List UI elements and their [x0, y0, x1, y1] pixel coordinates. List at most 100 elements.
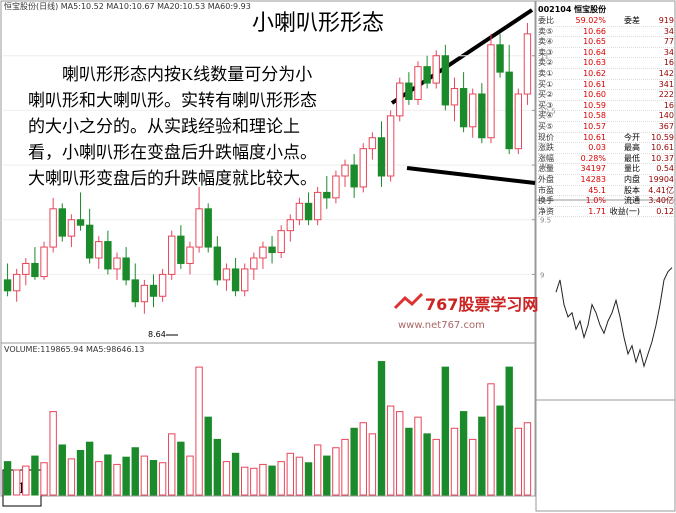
candle-body [487, 44, 495, 139]
quote-cell: 0.12 [656, 206, 674, 216]
quote-cell: 换手 [538, 196, 554, 206]
candle-body [396, 82, 404, 117]
quote-cell: 3.40亿 [648, 196, 674, 206]
quote-cell: 外盘 [538, 174, 554, 184]
volume-bar [149, 460, 158, 496]
candle-body [459, 88, 468, 128]
candle-body [3, 279, 12, 292]
quote-cell: 16 [663, 58, 674, 68]
candle-body [441, 55, 450, 106]
quote-cell [606, 111, 640, 121]
volume-bar [231, 452, 240, 496]
candle-body [140, 284, 149, 303]
candle-body [313, 191, 322, 221]
quote-cell: 净资 [538, 206, 554, 216]
quote-cell: 最高 [624, 143, 640, 153]
candle-body [496, 44, 504, 73]
volume-bar [277, 461, 285, 496]
quote-panel: 002104 恒宝股份 委比 59.02% 委差 919 卖⑤ 10.66 34 卖④ 10.6… [538, 4, 674, 218]
volume-bar [85, 441, 94, 496]
quote-cell: 买② [538, 90, 554, 100]
candle-body [505, 71, 513, 150]
volume-bar [113, 463, 121, 496]
volume-bar [241, 466, 249, 496]
volume-bar [377, 361, 386, 496]
volume-bar [487, 383, 495, 496]
quote-cell: 34 [663, 47, 674, 57]
quote-cell: 委比 [538, 16, 554, 25]
candle-body [67, 219, 76, 237]
candle-body [286, 219, 294, 232]
candle-body [323, 191, 331, 199]
volume-bar [368, 433, 377, 496]
volume-bar [140, 455, 149, 496]
volume-bar [459, 411, 468, 496]
volume-bar [304, 462, 313, 496]
annotation-line: 喇叭形形态内按K线数量可分为小 [62, 65, 313, 84]
quote-row: 现价 10.61 今开 10.59 [538, 133, 674, 144]
low-label: 8.64 [148, 330, 166, 339]
volume-bar [104, 454, 112, 496]
candle-body [131, 279, 139, 303]
volume-bar [405, 427, 413, 496]
quote-cell [606, 27, 640, 37]
volume-bar [514, 427, 523, 496]
candle-body [450, 88, 459, 106]
quote-row: 买③ 10.59 16 [538, 101, 674, 112]
figure-number: 1 [18, 478, 27, 497]
volume-bar [204, 416, 212, 496]
quote-cell: 买⑤ [538, 121, 554, 131]
volume-bar [396, 411, 404, 496]
candle-body [405, 82, 413, 100]
volume-bar [332, 447, 340, 496]
quote-row: 买① 10.61 341 [538, 80, 674, 91]
volume-bar [158, 462, 167, 496]
volume-bar [432, 438, 440, 496]
intraday-line [555, 267, 673, 369]
quote-cell: 341 [658, 79, 674, 89]
candle-body [49, 208, 57, 248]
quote-cell: 222 [658, 90, 674, 100]
candle-body [40, 246, 48, 278]
quote-row: 卖① 10.62 142 [538, 69, 674, 80]
volume-bar [213, 438, 222, 496]
volume-bar [76, 450, 85, 496]
watermark-logo [393, 292, 424, 310]
quote-cell: 16 [663, 100, 674, 110]
quote-cell: 140 [658, 111, 674, 121]
quote-row: 买⑤ 10.57 367 [538, 122, 674, 133]
quote-cell: 45.1 [588, 185, 606, 195]
annotation-line: 喇叭形和大喇叭形。实转有喇叭形形态 [28, 91, 317, 110]
candle-body [158, 273, 167, 297]
quote-cell: 10.59 [583, 100, 606, 110]
quote-cell: 内盘 [624, 174, 640, 184]
quote-row: 换手 1.0% 流通 3.40亿 [538, 196, 674, 207]
volume-bar [286, 452, 294, 496]
annotation-text: 喇叭形形态内按K线数量可分为小喇叭形和大喇叭形。实转有喇叭形形态 的大小之分的。从… [28, 62, 317, 192]
quote-cell: 0.54 [656, 164, 674, 174]
side-frame [535, 0, 676, 512]
annotation-line: 的大小之分的。从实践经验和理论上 [28, 117, 300, 136]
candle-body [469, 93, 477, 128]
candle-body [204, 208, 212, 248]
quote-row: 卖⑤ 10.66 34 [538, 27, 674, 38]
volume-bar [386, 405, 395, 496]
volume-bar [186, 455, 194, 496]
volume-bar [222, 461, 231, 496]
y-tick-label: 11 [540, 53, 549, 61]
trend-line [406, 166, 536, 185]
candle-body [277, 230, 285, 254]
volume-bar [122, 456, 130, 496]
quote-cell [606, 69, 640, 79]
quote-cell: 34197 [580, 164, 606, 174]
chart-title: 小喇叭形形态 [252, 10, 384, 35]
quote-row: 买② 10.60 222 [538, 90, 674, 101]
volume-bar [505, 366, 513, 496]
quote-cell: 委差 [624, 16, 640, 25]
quote-cell: 59.02% [575, 16, 606, 25]
candle-body [168, 235, 176, 275]
quote-row: 卖③ 10.64 34 [538, 48, 674, 59]
quote-cell: 买③ [538, 100, 554, 110]
volume-bar [523, 422, 532, 496]
candle-body [259, 246, 267, 259]
